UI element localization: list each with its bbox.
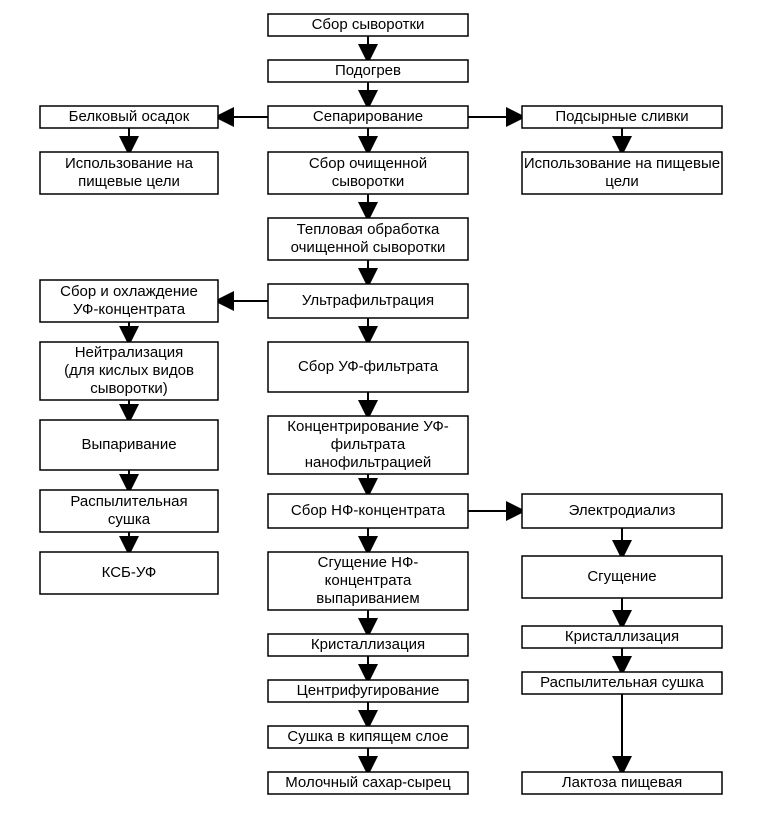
flow-node-label: Тепловая обработка (297, 221, 440, 238)
flow-node-label: сыворотки (332, 173, 405, 190)
flow-node-label: фильтрата (331, 436, 406, 453)
flow-node-label: (для кислых видов (64, 362, 194, 379)
flow-node-label: Сбор и охлаждение (60, 283, 198, 300)
flow-node: Сепарирование (268, 106, 468, 128)
flow-node: Белковый осадок (40, 106, 218, 128)
flow-node: Тепловая обработкаочищенной сыворотки (268, 218, 468, 260)
flow-node-label: Концентрирование УФ- (287, 418, 448, 435)
flow-node-label: УФ-концентрата (73, 301, 186, 318)
flow-node-label: нанофильтрацией (305, 454, 432, 471)
flow-node-label: Сбор УФ-фильтрата (298, 358, 439, 375)
flow-node-label: выпариванием (316, 590, 419, 607)
flow-node-label: концентрата (325, 572, 412, 589)
flow-node: Сгущение (522, 556, 722, 598)
flow-node: Нейтрализация(для кислых видовсыворотки) (40, 342, 218, 400)
edges-layer (129, 36, 622, 772)
flow-node-label: Использование на пищевые (524, 155, 720, 172)
flow-node-label: Нейтрализация (75, 344, 184, 361)
flow-node: Подсырные сливки (522, 106, 722, 128)
flow-node-label: Сепарирование (313, 108, 423, 125)
flow-node-label: Электродиализ (569, 502, 676, 519)
flow-node: Распылительная сушка (522, 672, 722, 694)
flow-node: Ультрафильтрация (268, 284, 468, 318)
flow-node: Кристаллизация (522, 626, 722, 648)
flow-node-label: Сушка в кипящем слое (287, 728, 448, 745)
flow-node-label: Сбор очищенной (309, 155, 427, 172)
flow-node: Подогрев (268, 60, 468, 82)
flow-node: Сгущение НФ-концентратавыпариванием (268, 552, 468, 610)
flow-node: Электродиализ (522, 494, 722, 528)
flow-node: Молочный сахар-сырец (268, 772, 468, 794)
flow-node-label: Использование на (65, 155, 194, 172)
flow-node: Сбор и охлаждениеУФ-концентрата (40, 280, 218, 322)
flow-node-label: Лактоза пищевая (562, 774, 682, 791)
flow-node: Лактоза пищевая (522, 772, 722, 794)
flow-node-label: сушка (108, 511, 151, 528)
flow-node: Центрифугирование (268, 680, 468, 702)
flow-node-label: Белковый осадок (69, 108, 190, 125)
flow-node: Концентрирование УФ-фильтратананофильтра… (268, 416, 468, 474)
flow-node-label: Сбор НФ-концентрата (291, 502, 446, 519)
flow-node-label: пищевые цели (78, 173, 180, 190)
flow-node-label: Сгущение НФ- (318, 554, 419, 571)
flow-node: Распылительнаясушка (40, 490, 218, 532)
flow-node: Сушка в кипящем слое (268, 726, 468, 748)
flow-node-label: КСБ-УФ (102, 564, 157, 581)
flow-node: Выпаривание (40, 420, 218, 470)
flow-node: Использование на пищевыецели (522, 152, 722, 194)
flow-node-label: Подсырные сливки (555, 108, 688, 125)
flow-node: Сбор очищеннойсыворотки (268, 152, 468, 194)
flow-node-label: Кристаллизация (565, 628, 679, 645)
flow-node: Сбор НФ-концентрата (268, 494, 468, 528)
flowchart-canvas: Сбор сыворотки Подогрев Сепарирование Белко… (0, 0, 765, 836)
flow-node-label: Сгущение (587, 568, 656, 585)
flow-node: Сбор сыворотки (268, 14, 468, 36)
flow-node-label: Распылительная сушка (540, 674, 704, 691)
flow-node-label: Ультрафильтрация (302, 292, 434, 309)
flow-node-label: Выпаривание (81, 436, 176, 453)
flow-node-label: Подогрев (335, 62, 401, 79)
nodes-layer: Сбор сыворотки Подогрев Сепарирование Белко… (40, 14, 722, 794)
flow-node-label: цели (605, 173, 638, 190)
flow-node: Кристаллизация (268, 634, 468, 656)
flow-node-label: Распылительная (70, 493, 187, 510)
flow-node: Сбор УФ-фильтрата (268, 342, 468, 392)
flow-node: КСБ-УФ (40, 552, 218, 594)
flow-node: Использование напищевые цели (40, 152, 218, 194)
flow-node-label: Молочный сахар-сырец (285, 774, 451, 791)
flow-node-label: сыворотки) (90, 380, 168, 397)
flow-node-label: очищенной сыворотки (291, 239, 446, 256)
flow-node-label: Сбор сыворотки (312, 16, 425, 33)
flow-node-label: Центрифугирование (297, 682, 440, 699)
flow-node-label: Кристаллизация (311, 636, 425, 653)
